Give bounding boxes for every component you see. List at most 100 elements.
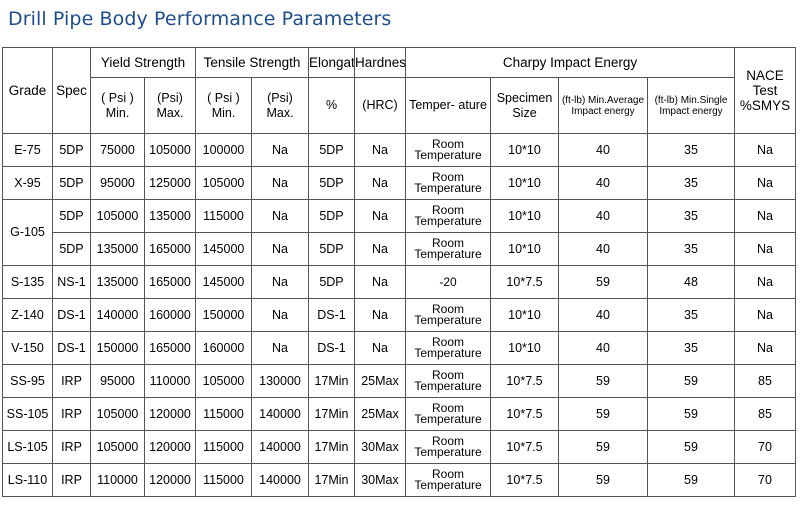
hardness-cell: 30Max xyxy=(354,463,406,497)
nace-cell: Na xyxy=(734,199,796,233)
tensile-min-cell: 115000 xyxy=(195,199,252,233)
single-energy-cell: 48 xyxy=(647,265,735,299)
spec-cell: 5DP xyxy=(52,166,91,200)
single-energy-cell: 59 xyxy=(647,397,735,431)
temperature-cell: Room Temperature xyxy=(405,364,491,398)
nace-cell: Na xyxy=(734,331,796,365)
header-tensile-strength: Tensile Strength xyxy=(195,47,309,78)
tensile-min-cell: 105000 xyxy=(195,364,252,398)
spec-cell: DS-1 xyxy=(52,331,91,365)
elongation-cell: 17Min xyxy=(308,430,355,464)
avg-energy-cell: 40 xyxy=(558,166,648,200)
hardness-cell: Na xyxy=(354,166,406,200)
table-row: 5DP 135000 165000 145000 Na 5DP Na Room Tempera… xyxy=(3,232,796,266)
header-yield-min: ( Psi ) Min. xyxy=(90,77,145,134)
avg-energy-cell: 40 xyxy=(558,133,648,167)
header-elongation-unit: % xyxy=(308,77,355,134)
temperature-cell: Room Temperature xyxy=(405,430,491,464)
yield-min-cell: 105000 xyxy=(90,397,145,431)
tensile-max-cell: Na xyxy=(251,331,309,365)
hardness-cell: Na xyxy=(354,232,406,266)
yield-min-cell: 95000 xyxy=(90,166,145,200)
temperature-cell: Room Temperature xyxy=(405,298,491,332)
specimen-size-cell: 10*7.5 xyxy=(490,364,559,398)
yield-min-cell: 105000 xyxy=(90,199,145,233)
elongation-cell: 5DP xyxy=(308,133,355,167)
single-energy-cell: 35 xyxy=(647,133,735,167)
hardness-cell: 30Max xyxy=(354,430,406,464)
nace-cell: 85 xyxy=(734,397,796,431)
page-title: Drill Pipe Body Performance Parameters xyxy=(8,8,392,30)
grade-cell: SS-95 xyxy=(2,364,53,398)
specimen-size-cell: 10*10 xyxy=(490,133,559,167)
yield-min-cell: 135000 xyxy=(90,232,145,266)
tensile-min-cell: 145000 xyxy=(195,265,252,299)
single-energy-cell: 35 xyxy=(647,331,735,365)
tensile-min-cell: 145000 xyxy=(195,232,252,266)
elongation-cell: 5DP xyxy=(308,232,355,266)
avg-energy-cell: 59 xyxy=(558,265,648,299)
tensile-max-cell: 140000 xyxy=(251,430,309,464)
spec-cell: 5DP xyxy=(52,232,91,266)
header-specimen-size: Specimen Size xyxy=(490,77,559,134)
temperature-cell: Room Temperature xyxy=(405,397,491,431)
temperature-cell: Room Temperature xyxy=(405,331,491,365)
header-yield-strength: Yield Strength xyxy=(90,47,196,78)
elongation-cell: 17Min xyxy=(308,364,355,398)
specimen-size-cell: 10*10 xyxy=(490,199,559,233)
avg-energy-cell: 40 xyxy=(558,331,648,365)
nace-cell: Na xyxy=(734,166,796,200)
tensile-max-cell: Na xyxy=(251,166,309,200)
specimen-size-cell: 10*10 xyxy=(490,298,559,332)
specimen-size-cell: 10*7.5 xyxy=(490,430,559,464)
yield-min-cell: 75000 xyxy=(90,133,145,167)
grade-cell: G-105 xyxy=(2,199,53,266)
elongation-cell: 5DP xyxy=(308,265,355,299)
hardness-cell: Na xyxy=(354,133,406,167)
header-avg-energy: (ft-lb) Min.Average Impact energy xyxy=(558,77,648,134)
header-hardness: Hardness xyxy=(354,47,406,78)
avg-energy-cell: 40 xyxy=(558,298,648,332)
specimen-size-cell: 10*7.5 xyxy=(490,265,559,299)
specimen-size-cell: 10*10 xyxy=(490,166,559,200)
spec-cell: DS-1 xyxy=(52,298,91,332)
nace-cell: Na xyxy=(734,298,796,332)
single-energy-cell: 35 xyxy=(647,232,735,266)
header-elongation: Elongation xyxy=(308,47,355,78)
grade-cell: E-75 xyxy=(2,133,53,167)
temperature-cell: -20 xyxy=(405,265,491,299)
temperature-cell: Room Temperature xyxy=(405,463,491,497)
tensile-max-cell: Na xyxy=(251,265,309,299)
avg-energy-cell: 59 xyxy=(558,463,648,497)
header-nace: NACE Test %SMYS xyxy=(734,47,796,134)
spec-cell: 5DP xyxy=(52,133,91,167)
yield-max-cell: 165000 xyxy=(144,331,196,365)
hardness-cell: 25Max xyxy=(354,397,406,431)
tensile-min-cell: 100000 xyxy=(195,133,252,167)
table-row: X-95 5DP 95000 125000 105000 Na 5DP Na Room Temp… xyxy=(2,166,796,200)
grade-cell: SS-105 xyxy=(2,397,53,431)
nace-cell: Na xyxy=(734,265,796,299)
yield-max-cell: 120000 xyxy=(144,463,196,497)
temperature-cell: Room Temperature xyxy=(405,166,491,200)
grade-cell: LS-110 xyxy=(2,463,53,497)
performance-table: Grade Spec Yield Strength Tensile Streng… xyxy=(2,47,796,497)
spec-cell: 5DP xyxy=(52,199,91,233)
single-energy-cell: 35 xyxy=(647,199,735,233)
tensile-min-cell: 115000 xyxy=(195,463,252,497)
nace-cell: 70 xyxy=(734,430,796,464)
header-temperature: Temper- ature xyxy=(405,77,491,134)
tensile-max-cell: 140000 xyxy=(251,463,309,497)
yield-max-cell: 120000 xyxy=(144,397,196,431)
table-row: LS-110 IRP 110000 120000 115000 140000 17Min 30… xyxy=(2,463,796,497)
header-tensile-min: ( Psi ) Min. xyxy=(195,77,252,134)
table-row: Z-140 DS-1 140000 160000 150000 Na DS-1 Na Room … xyxy=(2,298,796,332)
single-energy-cell: 59 xyxy=(647,430,735,464)
yield-max-cell: 105000 xyxy=(144,133,196,167)
nace-cell: Na xyxy=(734,133,796,167)
table-row: E-75 5DP 75000 105000 100000 Na 5DP Na Room Temp… xyxy=(2,133,796,167)
tensile-max-cell: Na xyxy=(251,232,309,266)
tensile-max-cell: 140000 xyxy=(251,397,309,431)
hardness-cell: Na xyxy=(354,298,406,332)
table-row: SS-105 IRP 105000 120000 115000 140000 17Min 25… xyxy=(2,397,796,431)
